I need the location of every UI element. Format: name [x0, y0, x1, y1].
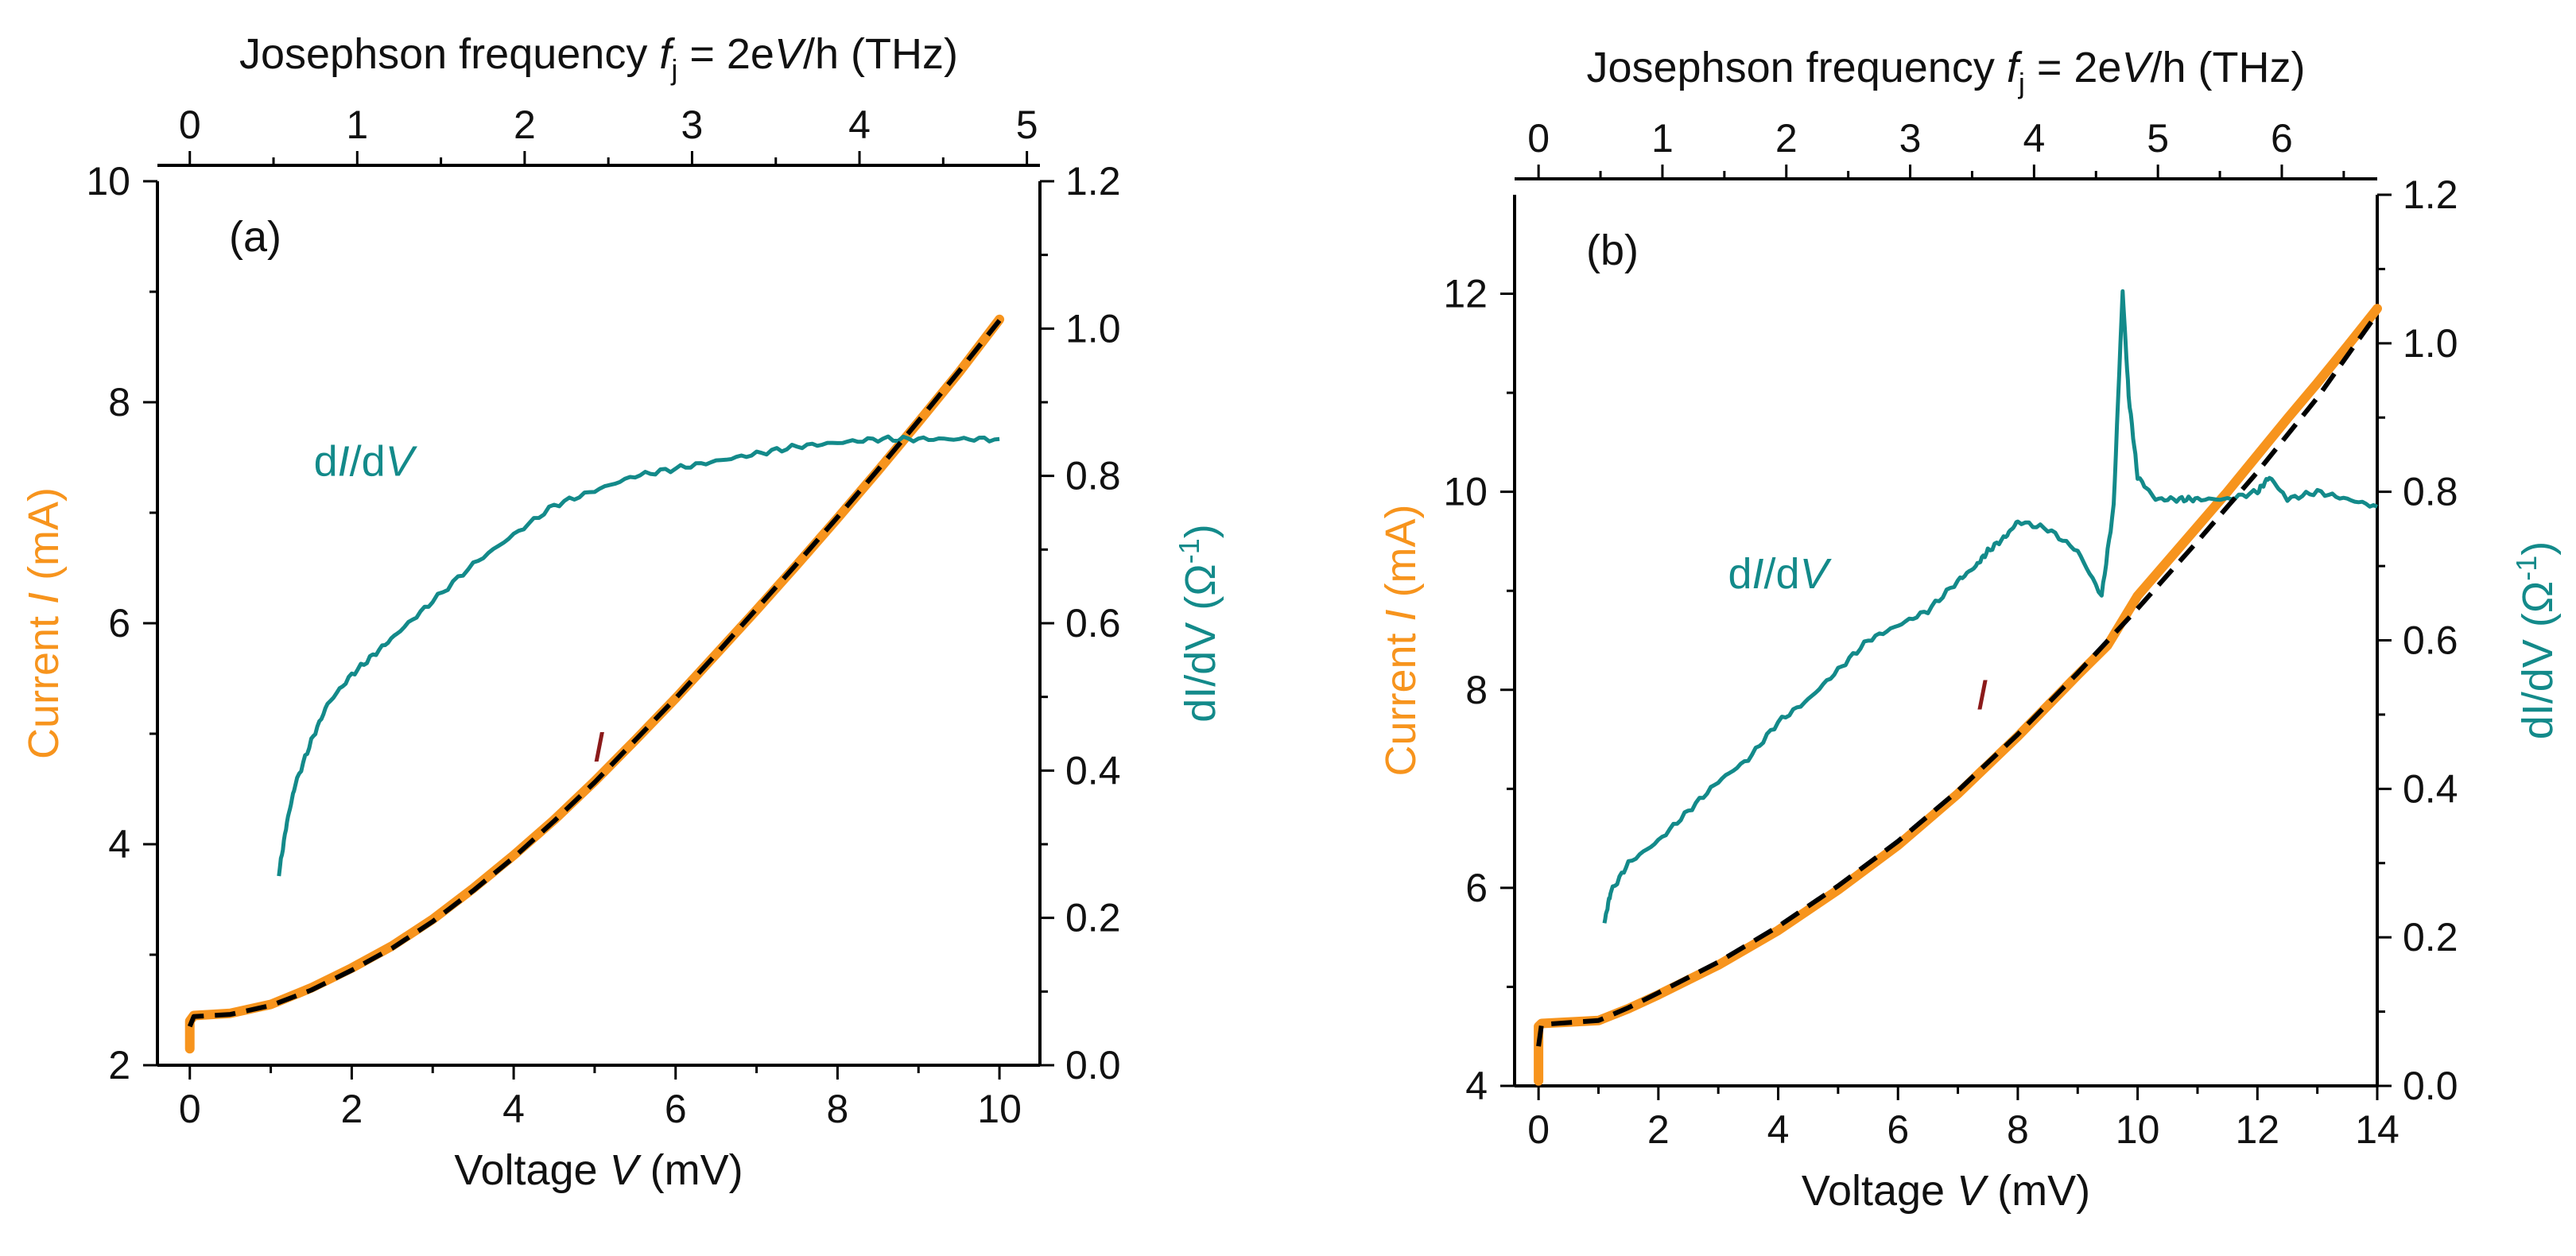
panel-label: (b) [1586, 227, 1639, 274]
top-tick-label: 1 [346, 103, 368, 147]
x-tick-label: 12 [2235, 1107, 2279, 1152]
x-tick-label: 4 [502, 1087, 525, 1131]
x-tick-label: 0 [179, 1087, 201, 1131]
didv-series-label: dI/dV [314, 438, 418, 486]
x-tick-label: 4 [1767, 1107, 1790, 1152]
y-left-axis-label: Current I (mA) [1377, 504, 1425, 776]
y-left-tick-label: 8 [108, 380, 130, 424]
current-series-line [1534, 304, 2382, 1086]
y-left-tick-label: 10 [1443, 470, 1488, 514]
x-tick-label: 2 [1647, 1107, 1670, 1152]
current-series-label: I [1976, 672, 1988, 719]
top-tick-label: 3 [681, 103, 704, 147]
y-right-tick-label: 0.0 [2403, 1064, 2458, 1108]
top-tick-label: 2 [1775, 116, 1798, 161]
didv-series-line [1602, 289, 2378, 924]
y-left-tick-label: 6 [108, 601, 130, 645]
top-tick-label: 5 [2147, 116, 2169, 161]
y-right-axis-label: dI/dV (Ω-1) [1173, 524, 1224, 722]
y-right-tick-label: 0.4 [2403, 766, 2458, 811]
x-tick-label: 0 [1527, 1107, 1550, 1152]
y-right-tick-label: 0.8 [1065, 454, 1121, 498]
x-tick-label: 14 [2355, 1107, 2399, 1152]
x-tick-label: 8 [2007, 1107, 2029, 1152]
y-left-tick-label: 10 [86, 159, 130, 204]
top-tick-label: 0 [179, 103, 201, 147]
top-tick-label: 6 [2271, 116, 2293, 161]
x-tick-label: 10 [977, 1087, 1022, 1131]
y-right-tick-label: 0.0 [1065, 1043, 1121, 1087]
didv-series-line [277, 434, 1000, 877]
chart-panel-a: 0 2 4 6 8 10 0 1 2 3 4 5 2 4 6 8 10 0.0 0.2 0.4 0.6 0.8 1.0 1.2… [20, 30, 1224, 1194]
chart-panel-b: 0 2 4 6 8 10 12 140 1 2 3 4 5 646810120.00.20.40.60.8… [1377, 44, 2562, 1215]
y-left-tick-label: 6 [1465, 866, 1488, 910]
fit-series-line [187, 319, 1002, 1028]
y-right-tick-label: 1.2 [1065, 159, 1121, 204]
y-right-tick-label: 1.0 [1065, 306, 1121, 351]
x-tick-label: 10 [2116, 1107, 2160, 1152]
y-right-tick-label: 1.2 [2403, 173, 2458, 217]
current-series-label: I [592, 723, 604, 771]
x-tick-label: 6 [665, 1087, 687, 1131]
top-axis-label: Josephson frequency fj = 2eV/h (THz) [1586, 44, 2305, 99]
x-tick-label: 8 [827, 1087, 849, 1131]
top-tick-label: 4 [2023, 116, 2045, 161]
fit-series-line [1536, 312, 2380, 1047]
top-axis-label: Josephson frequency fj = 2eV/h (THz) [239, 30, 958, 86]
y-right-tick-label: 0.4 [1065, 748, 1121, 793]
top-tick-label: 1 [1651, 116, 1674, 161]
current-series-line [184, 314, 1005, 1054]
y-left-tick-label: 8 [1465, 668, 1488, 712]
y-right-tick-label: 0.8 [2403, 470, 2458, 514]
x-axis-label: Voltage V (mV) [454, 1146, 743, 1194]
x-tick-label: 6 [1887, 1107, 1909, 1152]
y-right-tick-label: 0.2 [1065, 896, 1121, 940]
top-tick-label: 0 [1527, 116, 1550, 161]
didv-series-label: dI/dV [1728, 550, 1832, 598]
y-left-tick-label: 4 [1465, 1064, 1488, 1108]
x-tick-label: 2 [340, 1087, 363, 1131]
y-left-tick-label: 2 [108, 1043, 130, 1087]
y-left-tick-label: 4 [108, 822, 130, 866]
top-tick-label: 5 [1016, 103, 1038, 147]
y-right-tick-label: 0.6 [1065, 601, 1121, 645]
y-left-axis-label: Current I (mA) [20, 487, 68, 759]
top-tick-label: 4 [848, 103, 871, 147]
top-tick-label: 2 [514, 103, 536, 147]
panel-label: (a) [229, 213, 281, 261]
y-right-tick-label: 1.0 [2403, 321, 2458, 366]
y-right-axis-label: dI/dV (Ω-1) [2510, 541, 2562, 739]
x-axis-label: Voltage V (mV) [1802, 1167, 2090, 1215]
y-right-tick-label: 0.6 [2403, 618, 2458, 663]
y-left-tick-label: 12 [1443, 272, 1488, 316]
top-tick-label: 3 [1899, 116, 1922, 161]
y-right-tick-label: 0.2 [2403, 915, 2458, 959]
